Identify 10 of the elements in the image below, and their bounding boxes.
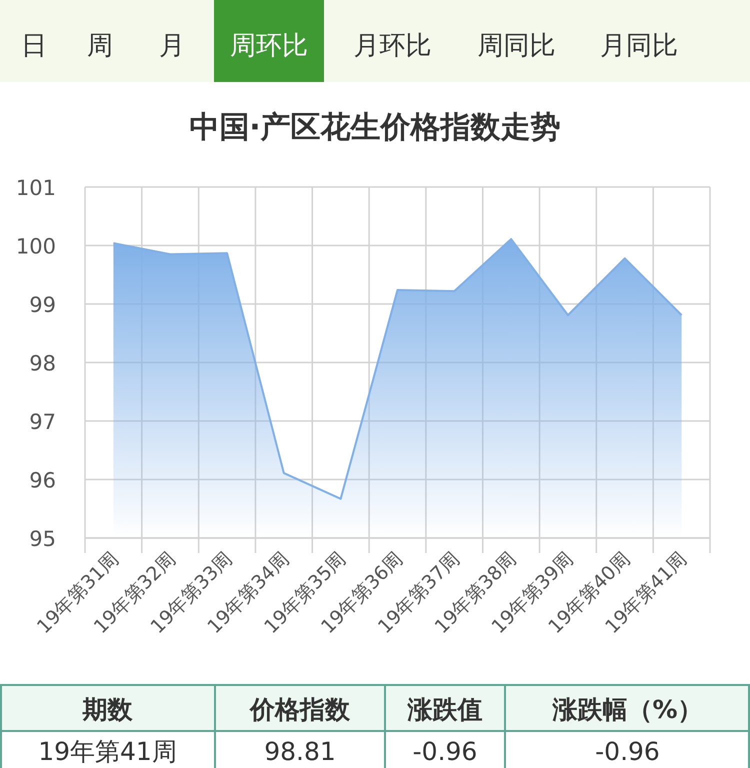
- y-tick-label: 96: [29, 468, 56, 492]
- y-tick-label: 97: [29, 410, 56, 434]
- table: 期数 价格指数 涨跌值 涨跌幅（%） 19年第41周 98.81 -0.96 -0.96: [0, 684, 750, 768]
- y-tick-label: 101: [16, 176, 56, 200]
- chart-title: 中国·产区花生价格指数走势: [189, 110, 561, 145]
- y-tick-label: 95: [29, 527, 56, 551]
- y-tick-label: 98: [29, 352, 56, 376]
- y-tick-label: 100: [16, 234, 56, 258]
- y-tick-label: 99: [29, 293, 56, 317]
- tabs: 日 周 月 周环比 月环比 周同比 月同比: [0, 0, 750, 82]
